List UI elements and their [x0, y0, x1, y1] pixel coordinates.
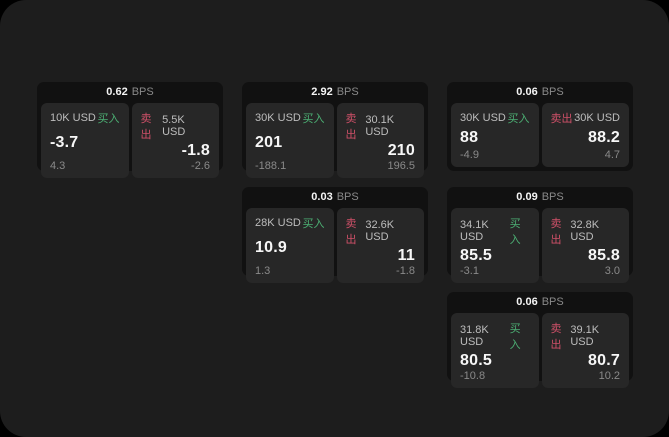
buy-label: 买入 — [507, 113, 530, 125]
sell-price: 85.8 — [588, 247, 620, 264]
sell-delta: -2.6 — [191, 160, 210, 172]
quote-card: 0.03 BPS 28K USD 买入 10.9 1.3 卖出 32.6K US… — [242, 187, 428, 283]
buy-delta: -188.1 — [255, 160, 287, 172]
sell-label: 卖出 — [550, 323, 562, 351]
quote-card: 0.62 BPS 10K USD 买入 -3.7 4.3 卖出 5.5K USD — [37, 82, 223, 178]
sell-delta: 196.5 — [387, 160, 415, 172]
bps-value: 0.03 — [311, 191, 333, 203]
sell-delta: 10.2 — [598, 370, 620, 382]
sell-price: 88.2 — [588, 128, 620, 146]
quote-card: 0.09 BPS 34.1K USD 买入 85.5 -3.1 卖出 32.8K… — [447, 187, 633, 283]
buy-panel[interactable]: 28K USD 买入 10.9 1.3 — [246, 208, 334, 283]
bps-unit: BPS — [336, 191, 359, 203]
sell-delta: -1.8 — [396, 265, 415, 277]
sell-delta: 3.0 — [604, 265, 620, 277]
card-header: 0.06 BPS — [447, 82, 633, 103]
sell-amount: 32.6K USD — [365, 219, 395, 243]
buy-amount: 31.8K USD — [460, 324, 489, 348]
buy-label: 买入 — [509, 323, 521, 351]
buy-amount: 10K USD — [50, 112, 96, 124]
buy-panel[interactable]: 30K USD 买入 201 -188.1 — [246, 103, 334, 178]
bps-unit: BPS — [541, 86, 564, 98]
card-header: 0.03 BPS — [242, 187, 428, 208]
sell-panel[interactable]: 卖出 32.8K USD 85.8 3.0 — [541, 208, 629, 283]
card-body: 34.1K USD 买入 85.5 -3.1 卖出 32.8K USD 85.8… — [447, 208, 633, 287]
card-body: 10K USD 买入 -3.7 4.3 卖出 5.5K USD -1.8 -2.… — [37, 103, 223, 182]
quote-card: 2.92 BPS 30K USD 买入 201 -188.1 卖出 30.1K … — [242, 82, 428, 178]
buy-delta: -10.8 — [460, 370, 486, 382]
bps-unit: BPS — [131, 86, 154, 98]
buy-amount: 28K USD — [255, 217, 301, 229]
sell-panel[interactable]: 卖出 32.6K USD 11 -1.8 — [336, 208, 424, 283]
bps-value: 0.06 — [516, 86, 538, 98]
sell-amount: 30.1K USD — [365, 114, 395, 138]
sell-amount: 5.5K USD — [162, 114, 186, 138]
buy-panel[interactable]: 10K USD 买入 -3.7 4.3 — [41, 103, 129, 178]
buy-price: 80.5 — [460, 352, 492, 369]
buy-amount: 30K USD — [460, 112, 506, 124]
sell-amount: 39.1K USD — [570, 324, 600, 348]
buy-price: 10.9 — [255, 239, 287, 256]
quote-cards-grid: 0.62 BPS 10K USD 买入 -3.7 4.3 卖出 5.5K USD — [37, 82, 633, 388]
sell-price: 210 — [387, 142, 415, 159]
quote-card: 0.06 BPS 31.8K USD 买入 80.5 -10.8 卖出 39.1… — [447, 292, 633, 388]
sell-label: 卖出 — [140, 113, 152, 141]
quote-card: 0.06 BPS 30K USD 买入 88 -4.9 卖出 30K USD — [447, 82, 633, 171]
sell-label: 卖出 — [550, 218, 562, 246]
bps-unit: BPS — [541, 191, 564, 203]
bps-unit: BPS — [336, 86, 359, 98]
sell-amount: 30K USD — [574, 112, 620, 124]
sell-price: -1.8 — [181, 142, 210, 159]
sell-panel[interactable]: 卖出 30K USD 88.2 4.7 — [541, 103, 629, 167]
buy-panel[interactable]: 34.1K USD 买入 85.5 -3.1 — [451, 208, 539, 283]
sell-price: 80.7 — [588, 352, 620, 369]
bps-value: 0.06 — [516, 296, 538, 308]
card-header: 0.06 BPS — [447, 292, 633, 313]
card-header: 0.09 BPS — [447, 187, 633, 208]
sell-label: 卖出 — [345, 218, 357, 246]
sell-panel[interactable]: 卖出 5.5K USD -1.8 -2.6 — [131, 103, 219, 178]
buy-panel[interactable]: 30K USD 买入 88 -4.9 — [451, 103, 539, 167]
buy-label: 买入 — [302, 113, 325, 125]
buy-amount: 34.1K USD — [460, 219, 489, 243]
buy-delta: 4.3 — [50, 160, 66, 172]
card-header: 0.62 BPS — [37, 82, 223, 103]
card-body: 30K USD 买入 201 -188.1 卖出 30.1K USD 210 1… — [242, 103, 428, 182]
buy-price: 201 — [255, 134, 283, 151]
sell-panel[interactable]: 卖出 30.1K USD 210 196.5 — [336, 103, 424, 178]
sell-amount: 32.8K USD — [570, 219, 600, 243]
sell-price: 11 — [397, 247, 415, 264]
buy-delta: -4.9 — [460, 149, 479, 161]
buy-label: 买入 — [302, 218, 325, 230]
card-body: 31.8K USD 买入 80.5 -10.8 卖出 39.1K USD 80.… — [447, 313, 633, 392]
sell-label: 卖出 — [345, 113, 357, 141]
bps-value: 0.62 — [106, 86, 128, 98]
bps-unit: BPS — [541, 296, 564, 308]
sell-panel[interactable]: 卖出 39.1K USD 80.7 10.2 — [541, 313, 629, 388]
bps-value: 0.09 — [516, 191, 538, 203]
card-body: 30K USD 买入 88 -4.9 卖出 30K USD 88.2 4.7 — [447, 103, 633, 171]
buy-delta: -3.1 — [460, 265, 479, 277]
sell-label: 卖出 — [550, 113, 573, 125]
sell-delta: 4.7 — [604, 149, 620, 161]
buy-price: -3.7 — [50, 134, 79, 151]
buy-panel[interactable]: 31.8K USD 买入 80.5 -10.8 — [451, 313, 539, 388]
buy-price: 85.5 — [460, 247, 492, 264]
buy-delta: 1.3 — [255, 265, 271, 277]
card-body: 28K USD 买入 10.9 1.3 卖出 32.6K USD 11 -1.8 — [242, 208, 428, 287]
buy-label: 买入 — [509, 218, 521, 246]
bps-value: 2.92 — [311, 86, 333, 98]
card-header: 2.92 BPS — [242, 82, 428, 103]
buy-label: 买入 — [97, 113, 120, 125]
buy-price: 88 — [460, 128, 479, 146]
buy-amount: 30K USD — [255, 112, 301, 124]
